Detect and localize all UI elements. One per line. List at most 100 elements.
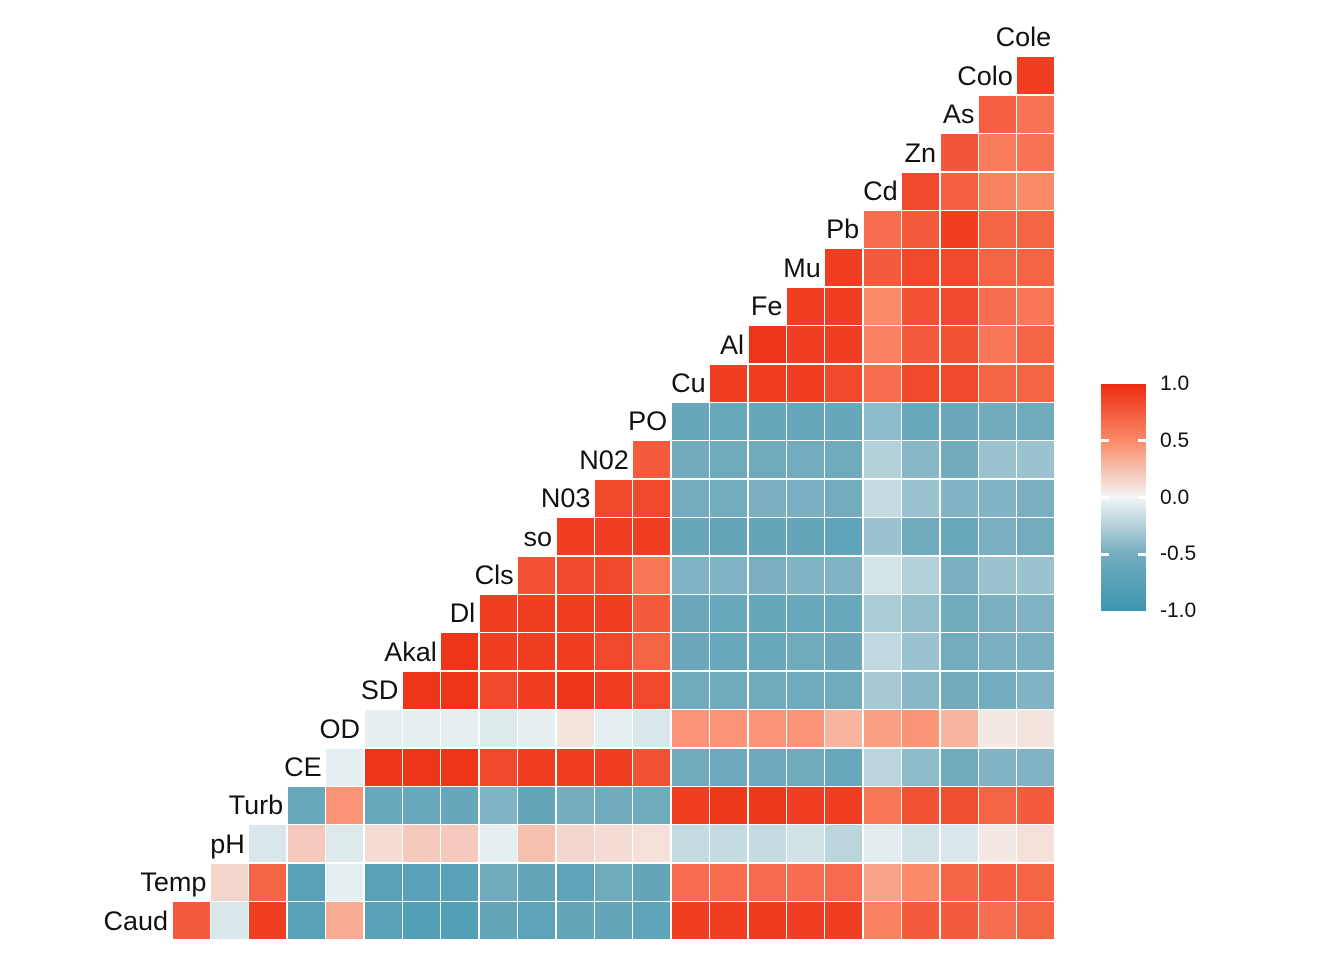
cell-Cd-Colo (978, 172, 1017, 210)
cell-Cu-Al (710, 364, 748, 402)
cell-N02-Cu (671, 441, 709, 479)
cell-PO-Al (710, 402, 748, 441)
cell-SD-Akal (402, 671, 441, 709)
diagonal-label-cls: Cls (474, 560, 514, 590)
cell-Caud-SD (364, 902, 402, 940)
cell-N03-Cole (1017, 479, 1055, 517)
cell-Dl-Pb (825, 594, 863, 633)
cell-Cls-Mu (786, 556, 825, 594)
cell-so-Fe (748, 518, 786, 556)
cell-Turb-N02 (594, 786, 633, 825)
cell-Akal-Mu (786, 633, 825, 671)
cell-Caud-pH (210, 902, 249, 940)
cell-N03-Zn (902, 479, 940, 517)
legend-tick-mark (1101, 552, 1109, 556)
cell-Cls-Zn (902, 556, 940, 594)
diagonal-label-sd: SD (360, 675, 399, 706)
cell-Akal-Zn (902, 633, 940, 671)
cell-Temp-pH (210, 863, 249, 901)
cell-Al-Zn (902, 326, 940, 364)
cell-pH-Turb (249, 825, 287, 863)
cell-so-N02 (594, 518, 633, 556)
cell-pH-N02 (594, 825, 633, 863)
cell-SD-Colo (978, 671, 1017, 709)
cell-OD-Zn (902, 710, 940, 748)
cell-Cu-Pb (825, 364, 863, 402)
cell-Temp-N02 (594, 863, 633, 901)
cell-Temp-Dl (441, 863, 479, 901)
cell-Turb-OD (326, 786, 364, 825)
cell-Temp-As (940, 863, 978, 901)
cell-Akal-Cu (671, 633, 709, 671)
cell-so-Cole (1017, 518, 1055, 556)
cell-Al-Cd (863, 326, 901, 364)
cell-Fe-Zn (902, 287, 940, 325)
cell-Dl-Cole (1017, 594, 1055, 633)
cell-Fe-Cd (863, 287, 901, 325)
cell-OD-PO (633, 710, 671, 748)
cell-CE-OD (326, 748, 364, 786)
cell-Cls-As (940, 556, 978, 594)
cell-Zn-As (940, 134, 978, 172)
cell-Turb-Cls (479, 786, 517, 825)
cell-Caud-As (940, 902, 978, 940)
cell-pH-Pb (825, 825, 863, 863)
cell-Turb-Akal (402, 786, 441, 825)
cell-Akal-Cd (863, 633, 901, 671)
cell-Turb-Colo (978, 786, 1017, 825)
cell-pH-Fe (748, 825, 786, 863)
cell-Caud-Akal (402, 902, 441, 940)
cell-Akal-N03 (556, 633, 594, 671)
cell-pH-Cls (479, 825, 517, 863)
cell-Cd-Cole (1017, 172, 1055, 210)
diagonal-label-ph: pH (210, 828, 245, 859)
cell-so-Cu (671, 518, 709, 556)
cell-so-Zn (902, 518, 940, 556)
cell-Dl-Fe (748, 594, 786, 633)
cell-Temp-Al (710, 863, 748, 901)
cell-Dl-Colo (978, 594, 1017, 633)
legend-tick-mark (1138, 439, 1146, 443)
cell-Cu-Cd (863, 364, 901, 402)
cell-SD-Cls (479, 671, 517, 709)
cell-CE-Cu (671, 748, 709, 786)
cell-Dl-Cd (863, 594, 901, 633)
cell-OD-Fe (748, 710, 786, 748)
cell-Turb-Zn (902, 786, 940, 825)
diagonal-label-po: PO (628, 406, 668, 437)
cell-CE-Mu (786, 748, 825, 786)
legend-tick-label-1.0: 1.0 (1160, 372, 1190, 395)
cell-Temp-Zn (902, 863, 940, 901)
cell-so-Cd (863, 518, 901, 556)
cell-PO-Mu (786, 402, 825, 441)
cell-As-Colo (978, 95, 1017, 133)
cell-Caud-Cole (1017, 902, 1055, 940)
diagonal-label-od: OD (319, 713, 361, 744)
cell-Cd-As (940, 172, 978, 210)
cell-Mu-Zn (902, 249, 940, 287)
diagonal-label-n03: N03 (540, 483, 591, 514)
cell-CE-SD (364, 748, 402, 786)
cell-Turb-Al (710, 786, 748, 825)
diagonal-label-akal: Akal (384, 636, 437, 667)
cell-Temp-Turb (249, 863, 287, 901)
cell-pH-Colo (978, 825, 1017, 863)
cell-Turb-Fe (748, 786, 786, 825)
cell-Cu-Mu (786, 364, 825, 402)
cell-Akal-As (940, 633, 978, 671)
cell-Cu-Cole (1017, 364, 1055, 402)
cell-pH-Cd (863, 825, 901, 863)
diagonal-label-cd: Cd (863, 176, 898, 206)
cell-Cls-Cd (863, 556, 901, 594)
cell-Colo-Cole (1017, 57, 1055, 95)
cell-Akal-Dl (441, 633, 479, 671)
cell-Turb-SD (364, 786, 402, 825)
cell-pH-Akal (402, 825, 441, 863)
cell-pH-so (518, 825, 556, 863)
cell-Al-Cole (1017, 326, 1055, 364)
cell-PO-As (940, 402, 978, 441)
cell-Caud-N03 (556, 902, 594, 940)
cell-Cu-Colo (978, 364, 1017, 402)
cell-Dl-As (940, 594, 978, 633)
cell-SD-N02 (594, 671, 633, 709)
